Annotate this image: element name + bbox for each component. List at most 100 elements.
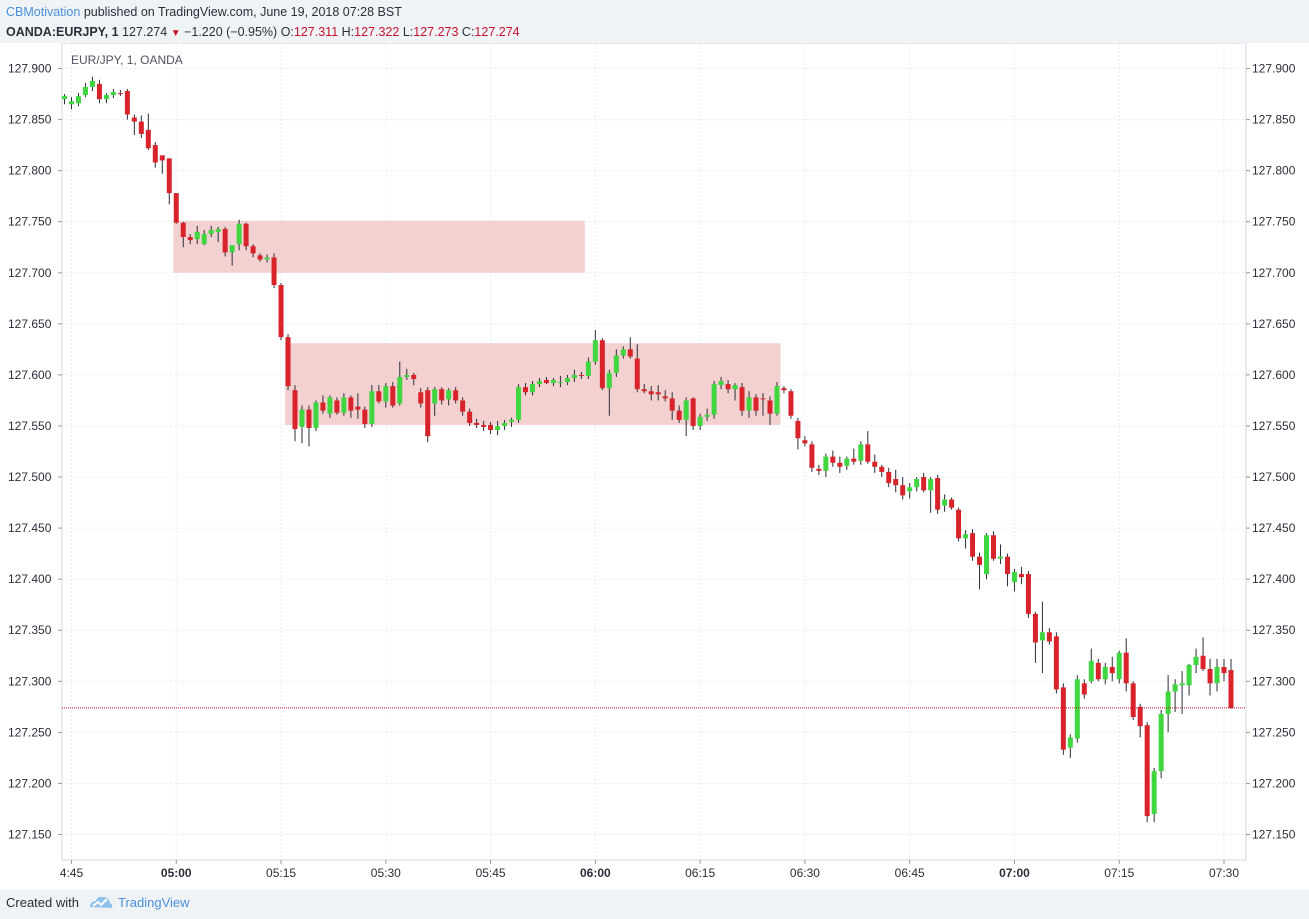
candle-body: [1025, 574, 1031, 614]
candle-body: [131, 117, 137, 122]
candle-body: [201, 233, 207, 245]
candle: [390, 382, 396, 408]
candle: [334, 397, 340, 415]
candle: [907, 483, 913, 499]
candle-body: [963, 534, 969, 539]
candle: [550, 377, 556, 387]
candle-body: [893, 479, 899, 486]
candle: [166, 158, 172, 205]
candle: [858, 441, 864, 465]
candle-body: [1067, 737, 1073, 748]
candle-body: [529, 384, 535, 393]
candle: [89, 76, 95, 91]
candle: [1193, 648, 1199, 674]
symbol-label: OANDA:EURJPY, 1: [6, 25, 119, 39]
candle: [606, 369, 612, 416]
candle: [753, 394, 759, 416]
candle-body: [613, 355, 619, 373]
candlestick-chart[interactable]: 127.900 127.850 127.800 127.750 127.700 127.6…: [0, 42, 1309, 890]
candle: [809, 441, 815, 472]
candle: [746, 391, 752, 418]
x-tick-label: 07:15: [1104, 866, 1134, 880]
candle: [1130, 681, 1136, 721]
candle: [956, 507, 962, 542]
candle-body: [446, 390, 452, 400]
candle: [439, 387, 445, 405]
y-tick-label: 127.650: [8, 317, 52, 331]
candle-body: [285, 337, 291, 387]
candle-body: [138, 121, 144, 134]
y-tick-label: 127.650: [1252, 317, 1296, 331]
chart-area[interactable]: 127.900 127.850 127.800 127.750 127.700 127.6…: [0, 42, 1309, 890]
candle: [599, 338, 605, 391]
candle-body: [732, 385, 738, 390]
candle-body: [970, 533, 976, 557]
candle: [180, 221, 186, 248]
candle-body: [516, 387, 522, 420]
candle: [984, 533, 990, 580]
candle: [194, 225, 200, 245]
author-link[interactable]: CBMotivation: [6, 5, 81, 19]
candle-body: [1074, 679, 1080, 739]
candle-body: [760, 398, 766, 400]
candle-body: [753, 397, 759, 411]
candle: [187, 233, 193, 245]
candle: [257, 253, 263, 262]
candle: [516, 384, 522, 423]
published-text: published on TradingView.com, June 19, 2…: [83, 5, 402, 19]
candle: [1067, 734, 1073, 758]
candle-body: [397, 376, 403, 404]
candle-body: [620, 349, 626, 356]
candle: [704, 408, 710, 421]
candle: [159, 155, 165, 174]
candle: [1004, 553, 1010, 587]
candle: [82, 82, 88, 98]
y-tick-label: 127.400: [1252, 572, 1296, 586]
y-tick-label: 127.400: [8, 572, 52, 586]
candle: [585, 357, 591, 379]
candle-body: [942, 499, 948, 506]
candle-body: [264, 257, 270, 260]
candle-body: [592, 340, 598, 362]
candle-body: [648, 391, 654, 395]
candle-body: [536, 381, 542, 385]
x-tick-label: 06:15: [685, 866, 715, 880]
candle-body: [781, 388, 787, 391]
candle: [1165, 675, 1171, 733]
candle-body: [837, 462, 843, 467]
candle-body: [180, 222, 186, 238]
candle-body: [914, 479, 920, 488]
candle: [830, 450, 836, 467]
candle: [152, 142, 158, 168]
candle-body: [418, 392, 424, 404]
candle-body: [767, 400, 773, 414]
candle-body: [956, 509, 962, 539]
candle: [124, 88, 130, 120]
y-tick-label: 127.350: [8, 623, 52, 637]
candle: [222, 226, 228, 257]
candle: [634, 344, 640, 393]
candle-body: [1032, 613, 1038, 643]
candle: [138, 115, 144, 138]
candle-body: [523, 387, 529, 393]
tradingview-link[interactable]: TradingView: [118, 895, 190, 910]
candle-body: [187, 237, 193, 241]
candle: [1144, 722, 1150, 823]
candle-body: [557, 382, 563, 384]
candles[interactable]: [62, 76, 1234, 823]
high-label: H:: [341, 25, 355, 39]
candle-body: [306, 409, 312, 429]
candle-body: [320, 402, 326, 411]
candle: [641, 384, 647, 394]
candle-body: [1144, 725, 1150, 817]
footer: Created with TradingView: [0, 890, 1309, 919]
candle: [523, 383, 529, 396]
candle-body: [1060, 687, 1066, 750]
candle-body: [921, 477, 927, 491]
candle-body: [543, 380, 549, 384]
y-axis-left: 127.900 127.850 127.800 127.750 127.700 127.6…: [8, 62, 62, 841]
tradingview-logo-icon: [90, 896, 113, 908]
candle: [1046, 628, 1052, 645]
y-tick-label: 127.900: [1252, 62, 1296, 76]
candle-body: [425, 390, 431, 437]
